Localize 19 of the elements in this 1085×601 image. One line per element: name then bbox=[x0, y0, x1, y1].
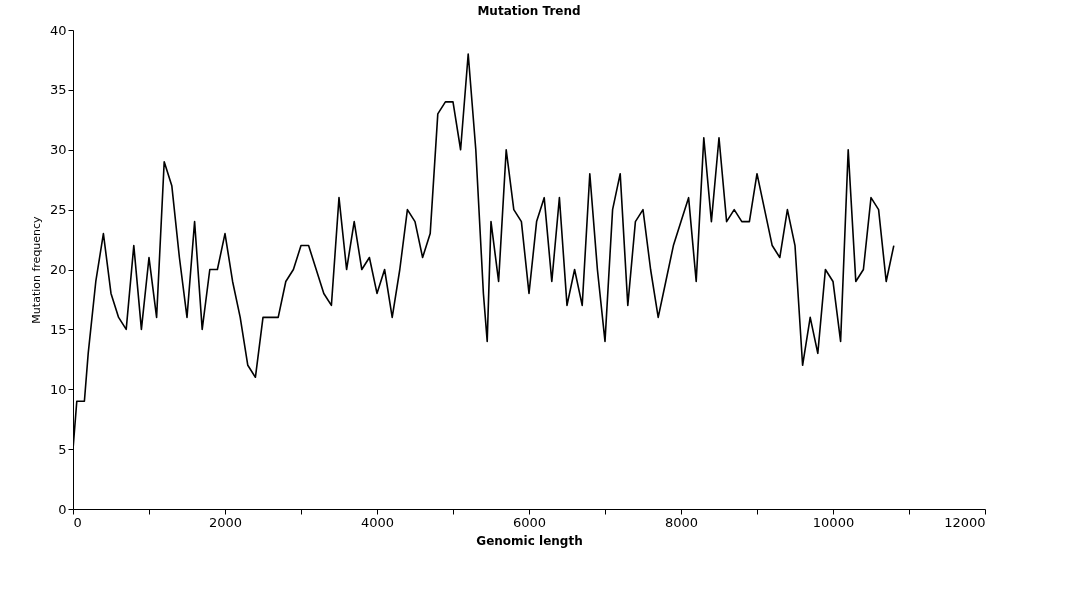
x-tick-label: 6000 bbox=[512, 514, 547, 530]
y-tick-label: 35 bbox=[49, 82, 67, 98]
y-tick-label: 15 bbox=[49, 321, 67, 337]
x-tick-label: 2000 bbox=[208, 514, 243, 530]
y-tick-label: 25 bbox=[49, 202, 67, 218]
y-tick-label: 30 bbox=[49, 142, 67, 158]
y-tick-label: 5 bbox=[58, 441, 67, 457]
y-tick-label: 40 bbox=[49, 22, 67, 38]
x-tick-label: 8000 bbox=[664, 514, 699, 530]
y-axis-title: Mutation frequency bbox=[29, 215, 43, 324]
x-tick-label: 0 bbox=[73, 514, 82, 530]
y-tick-label: 0 bbox=[58, 501, 67, 517]
y-tick-label: 10 bbox=[49, 381, 67, 397]
x-tick-label: 12000 bbox=[944, 514, 986, 530]
x-tick-label: 4000 bbox=[360, 514, 395, 530]
x-axis-title: Genomic length bbox=[476, 533, 583, 548]
chart-title: Mutation Trend bbox=[477, 4, 581, 18]
y-tick-label: 20 bbox=[49, 262, 67, 277]
x-tick-label: 10000 bbox=[812, 514, 855, 530]
